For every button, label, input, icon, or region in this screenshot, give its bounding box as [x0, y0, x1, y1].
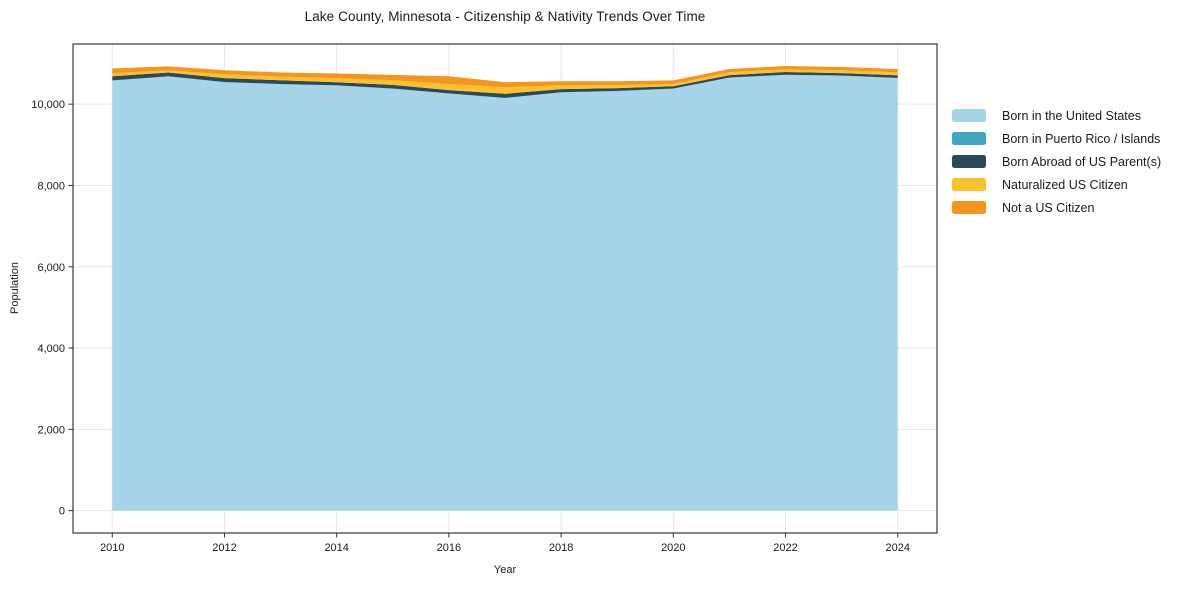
area-series: [112, 66, 898, 88]
y-tick-label: 6,000: [37, 262, 65, 274]
x-tick-label: 2016: [437, 542, 461, 554]
y-axis-label: Population: [9, 262, 21, 314]
chart-title: Lake County, Minnesota - Citizenship & N…: [304, 9, 706, 24]
legend-label: Born in Puerto Rico / Islands: [1002, 131, 1161, 146]
legend-swatch: [952, 178, 986, 191]
legend-item: Not a US Citizen: [952, 196, 1161, 219]
area-series: [112, 74, 898, 511]
legend-swatch: [952, 155, 986, 168]
legend-label: Born in the United States: [1002, 108, 1141, 123]
area-series: [112, 72, 898, 98]
legend-swatch: [952, 201, 986, 214]
legend-item: Born in the United States: [952, 104, 1161, 127]
x-axis-label: Year: [493, 564, 517, 576]
y-tick-label: 2,000: [37, 424, 65, 436]
x-tick-label: 2020: [661, 542, 685, 554]
x-tick-label: 2022: [773, 542, 797, 554]
legend-label: Naturalized US Citizen: [1002, 177, 1128, 192]
legend-item: Naturalized US Citizen: [952, 173, 1161, 196]
legend-swatch: [952, 132, 986, 145]
y-tick-label: 0: [59, 506, 65, 518]
y-tick-label: 4,000: [37, 343, 65, 355]
x-tick-label: 2014: [324, 542, 348, 554]
legend: Born in the United States Born in Puerto …: [952, 104, 1161, 219]
plot-frame: [72, 43, 938, 534]
y-tick-label: 10,000: [31, 99, 65, 111]
legend-item: Born in Puerto Rico / Islands: [952, 127, 1161, 150]
area-series: [112, 69, 898, 94]
legend-swatch: [952, 109, 986, 122]
x-tick-label: 2010: [100, 542, 124, 554]
x-tick-label: 2024: [885, 542, 909, 554]
y-tick-label: 8,000: [37, 180, 65, 192]
x-tick-label: 2012: [212, 542, 236, 554]
legend-label: Born Abroad of US Parent(s): [1002, 154, 1162, 169]
legend-label: Not a US Citizen: [1002, 200, 1095, 215]
x-tick-label: 2018: [549, 542, 573, 554]
legend-item: Born Abroad of US Parent(s): [952, 150, 1161, 173]
